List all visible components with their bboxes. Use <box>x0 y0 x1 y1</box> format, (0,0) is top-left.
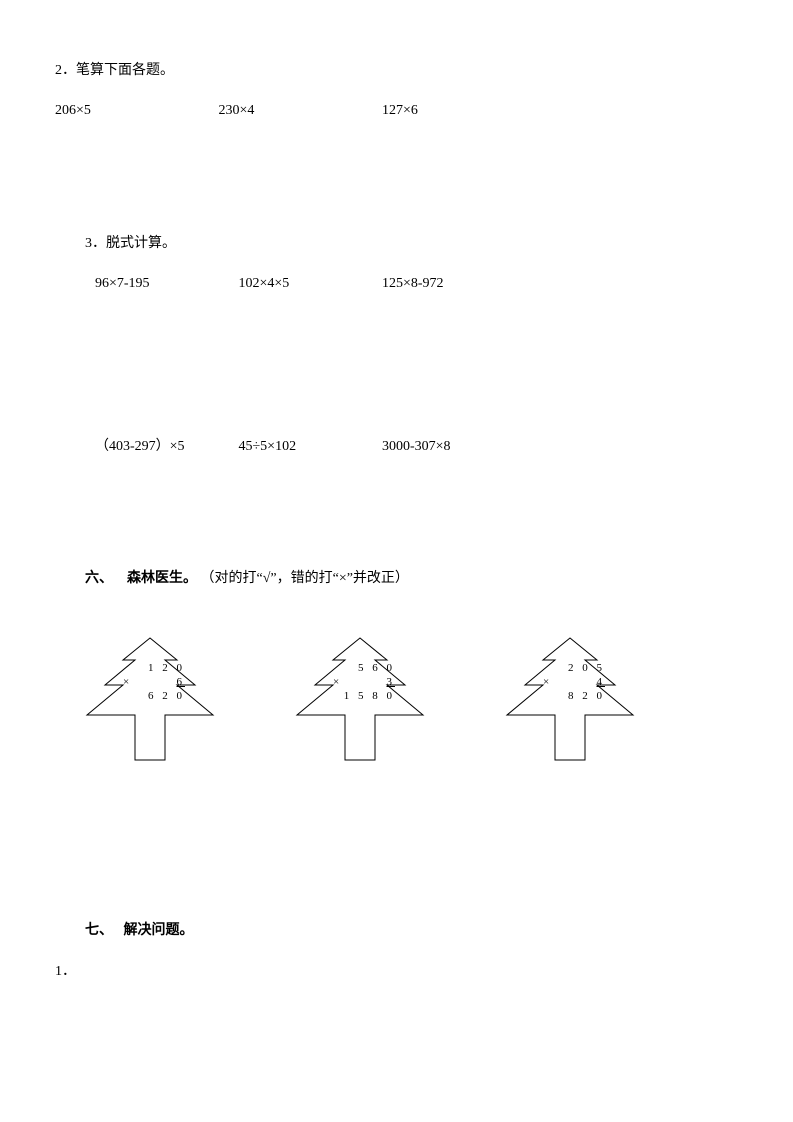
tree-2-b: 3 <box>387 676 396 688</box>
tree-1: 1 2 0 × 6 6 2 0 <box>65 630 235 800</box>
q2-item-1: 230×4 <box>219 100 379 122</box>
q7-label: 七、 <box>85 923 113 938</box>
tree-3-res: 8 2 0 <box>539 690 609 704</box>
tree-2-math: 5 6 0 × 3 1 5 8 0 <box>329 662 399 703</box>
tree-2-res: 1 5 8 0 <box>329 690 399 704</box>
tree-1-res: 6 2 0 <box>119 690 189 704</box>
tree-1-math: 1 2 0 × 6 6 2 0 <box>119 662 189 703</box>
q3-r1-1: 102×4×5 <box>239 273 379 295</box>
tree-icon <box>485 630 655 800</box>
q6-note: （对的打“√”，错的打“×”并改正） <box>201 571 409 586</box>
q3-row1: 96×7-195 102×4×5 125×8-972 <box>55 273 738 295</box>
tree-3-sym: × <box>543 676 549 690</box>
q2-item-0: 206×5 <box>55 100 215 122</box>
q7-title: 解决问题。 <box>124 923 194 938</box>
tree-3-a: 2 0 5 <box>539 662 609 676</box>
q6-label: 六、 <box>85 571 113 586</box>
tree-2-a: 5 6 0 <box>329 662 399 676</box>
q3-row2: （403-297）×5 45÷5×102 3000-307×8 <box>55 436 738 458</box>
tree-3-math: 2 0 5 × 4 8 2 0 <box>539 662 609 703</box>
q2-item-2: 127×6 <box>382 100 418 122</box>
tree-2-sym: × <box>333 676 339 690</box>
q3-r2-1: 45÷5×102 <box>239 436 379 458</box>
tree-3: 2 0 5 × 4 8 2 0 <box>485 630 655 800</box>
tree-1-sym: × <box>123 676 129 690</box>
q7-sub: 1． <box>55 961 738 983</box>
q7-line: 七、 解决问题。 <box>55 920 738 942</box>
tree-icon <box>275 630 445 800</box>
tree-3-b: 4 <box>597 676 606 688</box>
q3-title: 3．脱式计算。 <box>55 233 738 255</box>
q6-line: 六、 森林医生。 （对的打“√”，错的打“×”并改正） <box>55 568 738 590</box>
tree-2: 5 6 0 × 3 1 5 8 0 <box>275 630 445 800</box>
tree-1-a: 1 2 0 <box>119 662 189 676</box>
q3-r2-2: 3000-307×8 <box>382 436 451 458</box>
q6-title: 森林医生。 <box>127 571 197 586</box>
q3-r2-0: （403-297）×5 <box>95 436 235 458</box>
q3-r1-2: 125×8-972 <box>382 273 444 295</box>
q3-r1-0: 96×7-195 <box>95 273 235 295</box>
q2-title: 2．笔算下面各题。 <box>55 60 738 82</box>
tree-1-b: 6 <box>177 676 186 688</box>
trees-row: 1 2 0 × 6 6 2 0 5 6 0 × 3 1 5 <box>55 630 738 800</box>
q2-items: 206×5 230×4 127×6 <box>55 100 738 122</box>
tree-icon <box>65 630 235 800</box>
